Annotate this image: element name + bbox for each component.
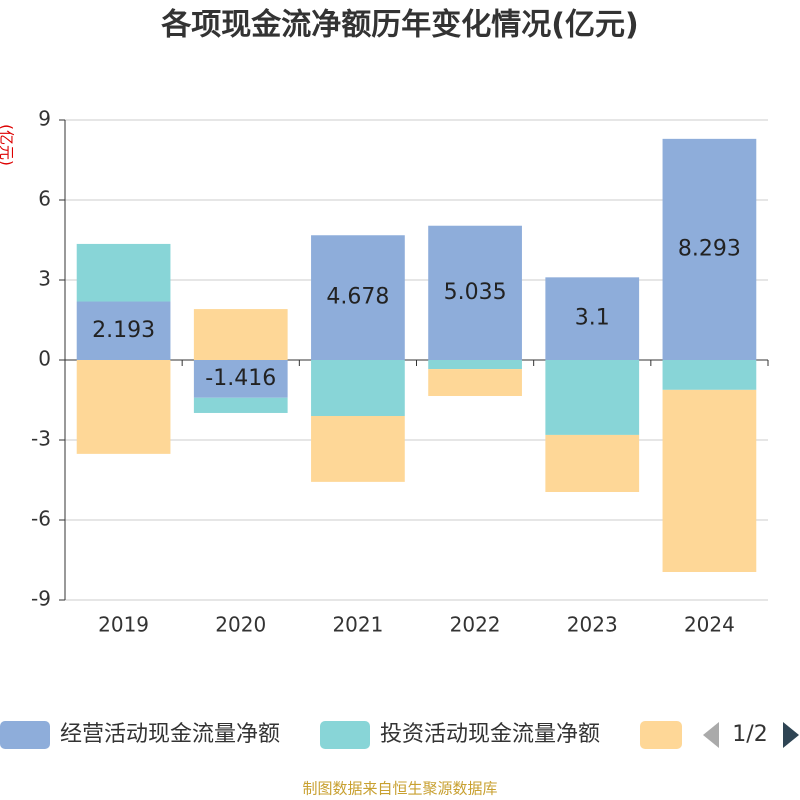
data-label: 3.1 <box>575 306 610 331</box>
chart-title: 各项现金流净额历年变化情况(亿元) <box>160 8 638 43</box>
y-tick-label: 6 <box>38 187 51 211</box>
y-tick-label: -6 <box>31 507 51 531</box>
bar <box>428 225 522 360</box>
source: 制图数据来自恒生聚源数据库 <box>302 780 497 798</box>
bar <box>76 360 171 454</box>
data-label: 4.678 <box>326 285 389 310</box>
legend-label: 投资活动现金流量净额 <box>380 722 600 747</box>
data-label: 2.193 <box>92 318 155 343</box>
legend-next[interactable] <box>783 722 799 748</box>
legend-label: 经营活动现金流量净额 <box>60 722 280 747</box>
bar <box>193 360 288 398</box>
bar <box>662 138 757 360</box>
legend-swatch <box>0 721 50 749</box>
data-label: 8.293 <box>678 236 741 261</box>
x-tick-label: 2020 <box>215 613 266 637</box>
x-tick-label: 2023 <box>567 613 618 637</box>
bar <box>193 309 288 360</box>
legend-prev[interactable] <box>703 722 719 748</box>
bar <box>76 301 171 360</box>
y-tick-label: 3 <box>38 267 51 291</box>
legend-page: 1/2 <box>732 722 767 747</box>
y-tick-label: -3 <box>31 427 51 451</box>
legend-swatch <box>640 721 682 749</box>
data-label: 5.035 <box>444 280 507 305</box>
y-axis-label: (亿元) <box>0 124 16 166</box>
legend-swatch <box>320 721 370 749</box>
bar <box>662 389 757 572</box>
bar <box>428 360 522 370</box>
bar <box>193 397 288 413</box>
data-label: -1.416 <box>205 366 276 391</box>
x-tick-label: 2022 <box>450 613 501 637</box>
x-tick-label: 2019 <box>98 613 149 637</box>
bar <box>428 369 522 396</box>
bar <box>76 243 171 302</box>
bar <box>311 416 405 482</box>
bar <box>311 360 405 416</box>
y-tick-label: 0 <box>38 347 51 371</box>
bar <box>545 434 640 492</box>
bar <box>545 277 640 360</box>
bar <box>545 360 640 435</box>
y-tick-label: 9 <box>38 107 51 131</box>
x-tick-label: 2021 <box>332 613 383 637</box>
y-tick-label: -9 <box>31 587 51 611</box>
x-tick-label: 2024 <box>684 613 735 637</box>
bar <box>662 360 757 390</box>
bar <box>311 235 405 360</box>
